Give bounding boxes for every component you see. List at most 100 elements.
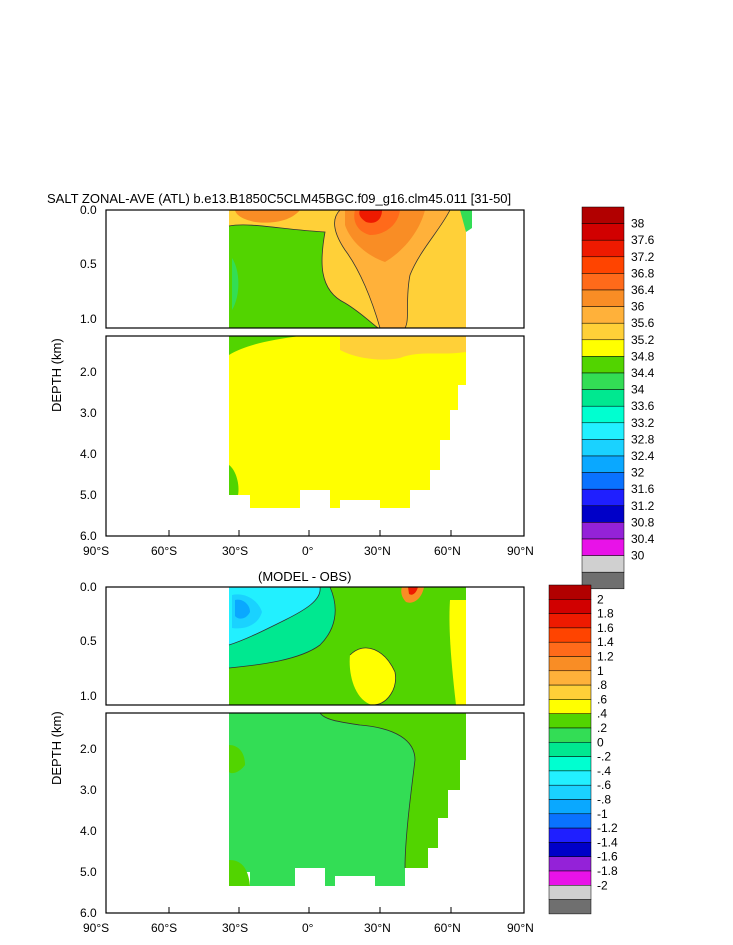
colorbar-label: -2: [597, 878, 608, 892]
colorbar-swatch: [581, 239, 625, 258]
p2-ytick-3: 2.0: [80, 742, 97, 756]
colorbar-label: 0: [597, 735, 604, 749]
colorbar-swatch: [581, 256, 625, 274]
colorbar-swatch: [581, 505, 625, 523]
p2-xtick-6: 90°N: [507, 921, 534, 935]
colorbar-swatch: [581, 356, 625, 374]
colorbar-swatch: [581, 571, 625, 590]
colorbar-label: 30.4: [631, 532, 655, 546]
panel-1-x-axis: 90°S 60°S 30°S 0° 30°N 60°N 90°N: [83, 530, 534, 558]
colorbar-label: -.6: [597, 778, 611, 792]
colorbar-swatch: [581, 339, 625, 357]
colorbar-swatch: [548, 670, 592, 686]
colorbar-label: -1.6: [597, 850, 618, 864]
panel-1-ylabel: DEPTH (km): [49, 338, 64, 412]
panel-model-minus-obs: (MODEL - OBS) 0.0 0.5 1.0 2.0: [49, 569, 618, 935]
p2-ytick-5: 4.0: [80, 824, 97, 838]
colorbar-label: -1: [597, 807, 608, 821]
colorbar-label: 1: [597, 664, 604, 678]
colorbar-label: 36: [631, 300, 645, 314]
panel-1-upper-frame: [105, 209, 525, 329]
diff-upper-blue: [235, 599, 250, 619]
diff-lower-green-east: [320, 713, 466, 868]
colorbar-swatch: [581, 289, 625, 307]
panel-2-upper-frame: [105, 586, 525, 706]
p2-xtick-1: 60°S: [151, 921, 177, 935]
p2-xtick-5: 60°N: [434, 921, 461, 935]
colorbar-label: 34.8: [631, 349, 655, 363]
p2-xtick-3: 0°: [302, 921, 314, 935]
colorbar-swatch: [548, 770, 592, 786]
colorbar-label: -1.2: [597, 821, 618, 835]
panel-1-y-axis: 0.0 0.5 1.0 2.0 3.0 4.0 5.0 6.0 DEPTH (k…: [49, 203, 97, 543]
lower-fill-yellow: [229, 336, 466, 508]
colorbar-label: 37.2: [631, 250, 655, 264]
p2-ytick-6: 5.0: [80, 865, 97, 879]
diff-upper-red-hot: [408, 587, 418, 595]
colorbar-swatch: [548, 885, 592, 900]
colorbar-label: 1.4: [597, 635, 614, 649]
colorbar-swatch: [548, 584, 592, 600]
diff-lower-green-south: [229, 860, 250, 886]
colorbar-label: .2: [597, 721, 607, 735]
colorbar-swatch: [581, 522, 625, 540]
colorbar-label: 35.2: [631, 333, 655, 347]
colorbar-swatch: [548, 842, 592, 857]
panel-2-x-axis: 90°S 60°S 30°S 0° 30°N 60°N 90°N: [83, 907, 534, 935]
panel-2-ylabel: DEPTH (km): [49, 711, 64, 785]
colorbar-label: 30: [631, 549, 645, 563]
colorbar-swatch: [581, 372, 625, 390]
diff-upper-orange-hot: [401, 587, 424, 603]
p1-xtick-6: 90°N: [507, 544, 534, 558]
colorbar-label: .6: [597, 692, 607, 706]
diff-upper-yellow-blob: [349, 647, 396, 705]
p1-xtick-4: 30°N: [364, 544, 391, 558]
panel-2-lower-contours: [229, 712, 466, 886]
lower-fill-green-top: [229, 336, 300, 355]
p2-ytick-1: 0.5: [80, 634, 97, 648]
colorbar-swatch: [581, 488, 625, 507]
colorbar-swatch: [581, 455, 625, 473]
panel-1-lower-contours: [229, 336, 466, 508]
colorbar-label: 31.2: [631, 499, 655, 513]
upper-fill-red: [359, 210, 382, 223]
p1-ytick-0: 0.0: [80, 203, 97, 217]
colorbar-swatch: [548, 742, 592, 757]
colorbar-label: 32: [631, 466, 645, 480]
panel-2-colorbar: 21.81.61.41.21.8.6.4.20-.2-.4-.6-.8-1-1.…: [548, 584, 618, 915]
p1-ytick-2: 1.0: [80, 312, 97, 326]
colorbar-swatch: [581, 389, 625, 407]
p2-ytick-4: 3.0: [80, 783, 97, 797]
upper-fill-green: [229, 224, 378, 328]
colorbar-swatch: [581, 405, 625, 424]
colorbar-label: -.8: [597, 793, 611, 807]
diff-upper-yellow-north: [449, 600, 466, 705]
colorbar-swatch: [548, 727, 592, 743]
colorbar-swatch: [581, 555, 625, 573]
p1-xtick-0: 90°S: [83, 544, 109, 558]
colorbar-label: -1.8: [597, 864, 618, 878]
colorbar-label: 38: [631, 217, 645, 231]
panel-1-title: SALT ZONAL-AVE (ATL) b.e13.B1850C5CLM45B…: [47, 191, 511, 206]
colorbar-label: 2: [597, 592, 604, 606]
p2-ytick-0: 0.0: [80, 580, 97, 594]
colorbar-label: 31.6: [631, 482, 655, 496]
p1-ytick-4: 3.0: [80, 406, 97, 420]
colorbar-swatch: [548, 870, 592, 886]
upper-fill-green-core: [232, 258, 239, 310]
colorbar-label: 1.8: [597, 607, 614, 621]
colorbar-label: -.2: [597, 750, 611, 764]
diff-lower-green-west: [229, 745, 245, 774]
colorbar-swatch: [581, 322, 625, 341]
p1-xtick-1: 60°S: [151, 544, 177, 558]
colorbar-swatch: [581, 206, 625, 224]
upper-fill-arctic-green: [460, 210, 472, 232]
colorbar-swatch: [548, 799, 592, 815]
diff-lower-contours: [319, 712, 416, 869]
colorbar-swatch: [581, 439, 625, 457]
p1-xtick-5: 60°N: [434, 544, 461, 558]
colorbar-label: .4: [597, 707, 607, 721]
colorbar-label: 32.8: [631, 432, 655, 446]
colorbar-swatch: [548, 899, 592, 915]
